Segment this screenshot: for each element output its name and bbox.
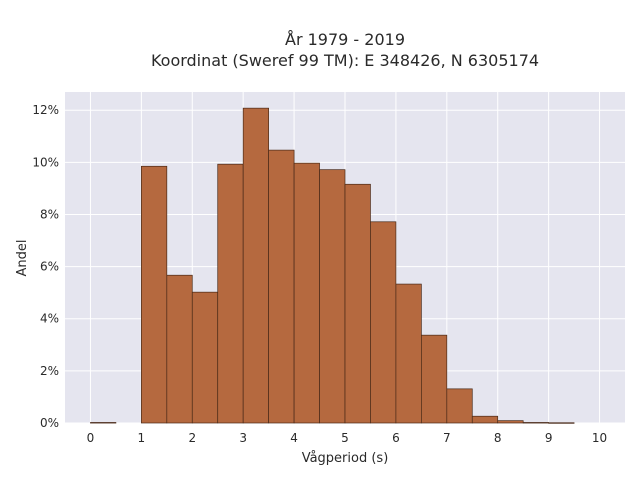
histogram-bar [90,422,117,424]
histogram-bar [141,165,168,424]
x-tick-label: 4 [290,431,298,445]
x-axis-title: Vågperiod (s) [302,451,389,466]
histogram-bar [522,422,549,424]
y-tick-label: 0% [40,416,59,430]
histogram-bar [395,283,422,424]
histogram-bar [293,162,320,424]
chart-title-line-1: År 1979 - 2019 [285,30,405,49]
histogram-bar [471,415,499,424]
x-tick-label: 1 [138,431,146,445]
x-tick-label: 7 [443,431,451,445]
chart-title-line-2: Koordinat (Sweref 99 TM): E 348426, N 63… [151,51,539,70]
y-tick-label: 12% [32,103,59,117]
x-tick-label: 10 [592,431,607,445]
histogram-bar [268,149,295,424]
histogram-bars [90,107,575,424]
x-tick-label: 8 [494,431,502,445]
histogram-bar [548,422,575,424]
histogram-bar [242,107,269,424]
histogram-bar [191,291,219,424]
histogram-bar [166,274,193,424]
y-axis-title: Andel [15,240,30,277]
x-tick-label: 5 [341,431,349,445]
x-tick-label: 6 [392,431,400,445]
y-tick-label: 6% [40,260,59,274]
histogram-bar [319,169,346,424]
x-tick-label: 0 [87,431,95,445]
x-axis-ticks: 0 1 2 3 4 5 6 7 8 9 10 [87,431,608,445]
x-tick-label: 3 [239,431,247,445]
y-tick-label: 8% [40,207,59,221]
histogram-bar [217,163,244,424]
histogram-bar [370,221,397,424]
x-tick-label: 9 [545,431,553,445]
histogram-bar [446,388,473,424]
histogram-bar [497,420,524,424]
y-tick-label: 10% [32,155,59,169]
histogram-bar [344,183,371,424]
x-tick-label: 2 [188,431,196,445]
y-axis-ticks: 0% 2% 4% 6% 8% 10% 12% [32,103,59,430]
y-tick-label: 2% [40,364,59,378]
y-tick-label: 4% [40,312,59,326]
histogram-bar [421,334,448,424]
